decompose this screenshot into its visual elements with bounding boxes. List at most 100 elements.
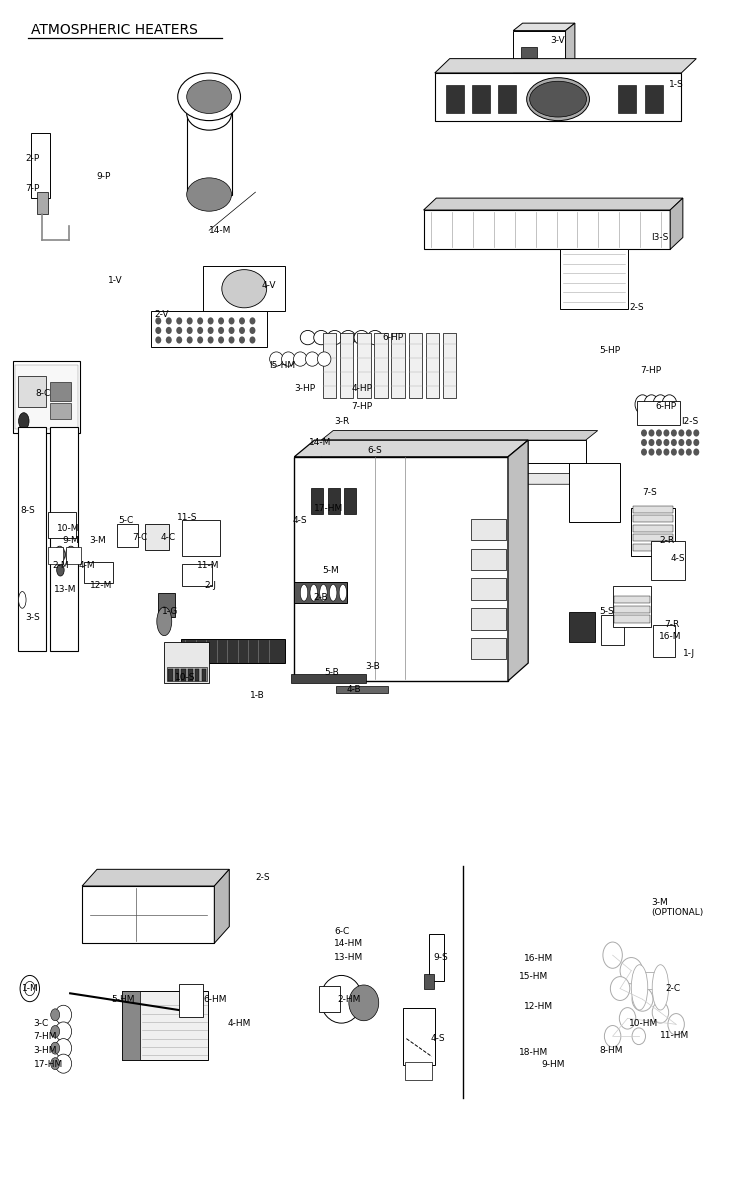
Ellipse shape	[293, 351, 307, 366]
Ellipse shape	[20, 975, 40, 1001]
Polygon shape	[151, 312, 267, 347]
Polygon shape	[613, 586, 652, 627]
Ellipse shape	[239, 327, 245, 335]
Ellipse shape	[55, 546, 65, 563]
Ellipse shape	[317, 351, 331, 366]
Text: 6-HP: 6-HP	[656, 403, 676, 411]
Text: 17-HM: 17-HM	[314, 503, 343, 513]
Text: 10-M: 10-M	[58, 523, 80, 533]
Polygon shape	[294, 440, 528, 456]
Text: 4-S: 4-S	[670, 553, 685, 563]
Polygon shape	[569, 462, 620, 522]
Ellipse shape	[340, 331, 356, 344]
Polygon shape	[319, 986, 340, 1012]
Polygon shape	[471, 608, 506, 630]
Ellipse shape	[327, 331, 342, 344]
Polygon shape	[202, 669, 206, 681]
Text: 9-HM: 9-HM	[542, 1060, 566, 1070]
Polygon shape	[646, 85, 664, 114]
Ellipse shape	[166, 337, 172, 343]
Ellipse shape	[57, 564, 64, 576]
Text: 10-HM: 10-HM	[629, 1018, 658, 1028]
Polygon shape	[117, 523, 138, 547]
Polygon shape	[83, 562, 113, 583]
Text: 5-B: 5-B	[324, 668, 339, 678]
Polygon shape	[175, 669, 179, 681]
Ellipse shape	[218, 337, 224, 343]
Polygon shape	[446, 85, 464, 114]
Polygon shape	[471, 638, 506, 660]
Text: 3-HM: 3-HM	[34, 1046, 57, 1055]
Ellipse shape	[187, 80, 232, 114]
Text: 1-M: 1-M	[22, 983, 38, 993]
Text: 16-M: 16-M	[659, 632, 682, 642]
Text: 2-B: 2-B	[314, 593, 328, 602]
Ellipse shape	[300, 331, 315, 344]
Text: 16-HM: 16-HM	[524, 955, 554, 963]
Text: 3-M
(OPTIONAL): 3-M (OPTIONAL)	[652, 897, 704, 918]
Ellipse shape	[693, 429, 699, 436]
Ellipse shape	[208, 327, 214, 335]
Text: 2-S: 2-S	[629, 304, 644, 312]
Ellipse shape	[239, 337, 245, 343]
Polygon shape	[424, 198, 682, 210]
Polygon shape	[653, 625, 676, 657]
Text: ATMOSPHERIC HEATERS: ATMOSPHERIC HEATERS	[32, 23, 198, 37]
Polygon shape	[182, 520, 220, 556]
Polygon shape	[435, 73, 681, 121]
Ellipse shape	[229, 318, 235, 325]
Ellipse shape	[51, 1042, 60, 1054]
Ellipse shape	[187, 337, 193, 343]
Ellipse shape	[300, 584, 307, 601]
Polygon shape	[569, 612, 596, 642]
Polygon shape	[513, 31, 566, 73]
Polygon shape	[405, 1062, 432, 1080]
Text: 3-V: 3-V	[550, 36, 566, 45]
Polygon shape	[424, 974, 434, 988]
Text: 2-R: 2-R	[659, 535, 674, 545]
Text: 17-HM: 17-HM	[34, 1060, 63, 1070]
Text: 11-S: 11-S	[177, 513, 197, 522]
Ellipse shape	[208, 318, 214, 325]
Ellipse shape	[155, 337, 161, 343]
Ellipse shape	[656, 429, 662, 436]
Ellipse shape	[176, 318, 182, 325]
Polygon shape	[614, 596, 650, 603]
Text: 1-S: 1-S	[669, 80, 683, 90]
Polygon shape	[637, 400, 680, 424]
Ellipse shape	[329, 584, 337, 601]
Polygon shape	[404, 1007, 435, 1065]
Ellipse shape	[620, 1007, 636, 1029]
Ellipse shape	[671, 448, 677, 455]
Text: 8-S: 8-S	[20, 505, 34, 515]
Ellipse shape	[686, 448, 692, 455]
Ellipse shape	[526, 78, 590, 121]
Polygon shape	[214, 869, 230, 943]
Text: 9-S: 9-S	[433, 954, 448, 962]
Ellipse shape	[56, 1022, 72, 1041]
Ellipse shape	[620, 957, 643, 983]
Text: 13-M: 13-M	[54, 584, 76, 594]
Text: 2-J: 2-J	[205, 581, 217, 590]
Text: 7-P: 7-P	[26, 184, 40, 194]
Ellipse shape	[652, 1001, 669, 1023]
Polygon shape	[38, 192, 48, 214]
Ellipse shape	[641, 439, 647, 446]
Ellipse shape	[339, 584, 346, 601]
Polygon shape	[18, 427, 46, 651]
Polygon shape	[426, 333, 439, 398]
Text: 6-C: 6-C	[334, 927, 350, 936]
Ellipse shape	[222, 270, 267, 308]
Polygon shape	[48, 511, 76, 538]
Ellipse shape	[349, 985, 379, 1021]
Ellipse shape	[320, 584, 327, 601]
Polygon shape	[50, 403, 71, 418]
Text: 4-V: 4-V	[262, 281, 276, 289]
Text: 2-P: 2-P	[26, 154, 40, 164]
Ellipse shape	[19, 592, 26, 608]
Polygon shape	[340, 333, 353, 398]
Polygon shape	[50, 381, 71, 400]
Polygon shape	[614, 606, 650, 613]
Ellipse shape	[686, 439, 692, 446]
Polygon shape	[166, 667, 207, 681]
